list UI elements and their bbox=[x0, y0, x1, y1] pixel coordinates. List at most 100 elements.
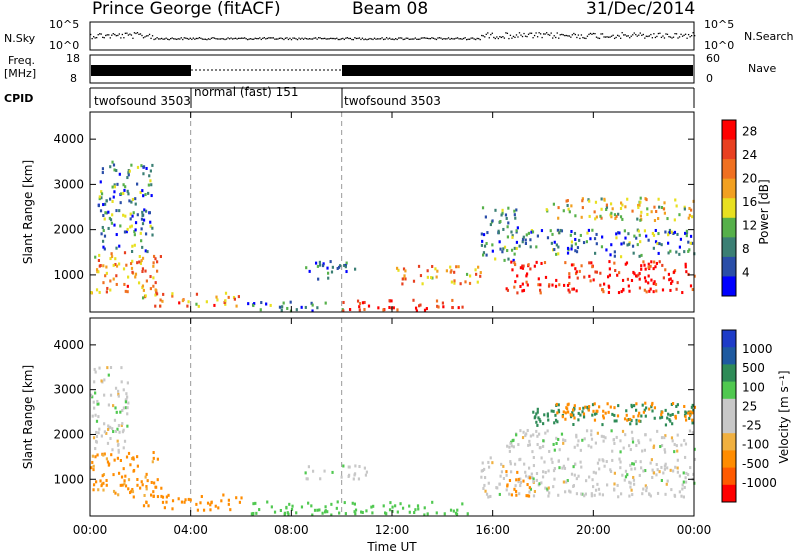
nsky-point bbox=[227, 37, 229, 39]
echo-cell bbox=[652, 246, 655, 250]
echo-cell bbox=[149, 220, 152, 224]
nsky-point bbox=[112, 33, 114, 35]
echo-cell bbox=[255, 511, 258, 515]
nsky-point bbox=[376, 38, 379, 40]
echo-cell bbox=[100, 196, 103, 200]
colorbar-swatch bbox=[722, 198, 736, 219]
colorbar-tick-label: 24 bbox=[742, 148, 757, 162]
echo-cell bbox=[633, 272, 636, 276]
nsky-point bbox=[546, 32, 548, 34]
echo-cell bbox=[491, 249, 494, 253]
nsky-point bbox=[209, 38, 211, 41]
echo-cell bbox=[95, 430, 98, 434]
echo-cell bbox=[484, 215, 487, 219]
echo-cell bbox=[538, 417, 541, 421]
echo-cell bbox=[117, 423, 121, 427]
echo-cell bbox=[525, 233, 528, 237]
echo-cell bbox=[608, 285, 611, 289]
echo-cell bbox=[285, 505, 288, 509]
echo-cell bbox=[102, 245, 105, 249]
echo-cell bbox=[510, 470, 513, 474]
echo-cell bbox=[224, 291, 228, 295]
echo-cell bbox=[552, 248, 555, 252]
cpid-segment-3: twofsound 3503 bbox=[344, 94, 441, 108]
nsky-point bbox=[564, 34, 566, 37]
echo-cell bbox=[536, 423, 539, 427]
echo-cell bbox=[126, 284, 129, 288]
echo-cell bbox=[451, 306, 454, 310]
nsky-point bbox=[168, 38, 170, 41]
echo-cell bbox=[141, 284, 145, 288]
echo-cell bbox=[688, 206, 691, 210]
echo-cell bbox=[555, 278, 558, 282]
echo-cell bbox=[345, 261, 348, 265]
echo-cell bbox=[105, 265, 108, 269]
echo-cell bbox=[653, 260, 656, 264]
echo-cell bbox=[551, 460, 554, 464]
echo-cell bbox=[605, 248, 608, 252]
echo-cell bbox=[636, 243, 639, 247]
nsky-point bbox=[562, 34, 564, 36]
echo-cell bbox=[326, 266, 329, 270]
nsky-point bbox=[503, 37, 506, 39]
echo-cell bbox=[150, 183, 153, 187]
echo-cell bbox=[291, 504, 294, 508]
echo-cell bbox=[550, 457, 553, 461]
nsky-point bbox=[444, 38, 447, 40]
echo-cell bbox=[532, 456, 535, 460]
echo-cell bbox=[550, 241, 553, 245]
echo-cell bbox=[683, 205, 686, 209]
echo-cell bbox=[155, 269, 159, 273]
echo-cell bbox=[196, 508, 200, 512]
echo-cell bbox=[434, 267, 437, 271]
echo-cell bbox=[639, 214, 642, 218]
echo-cell bbox=[570, 263, 574, 267]
nsky-point bbox=[694, 34, 696, 37]
echo-cell bbox=[664, 408, 667, 412]
echo-cell bbox=[527, 443, 530, 447]
echo-cell bbox=[567, 457, 570, 461]
echo-cell bbox=[146, 479, 149, 483]
nsky-point bbox=[405, 37, 407, 39]
echo-cell bbox=[643, 448, 647, 452]
echo-cell bbox=[650, 210, 653, 214]
echo-cell bbox=[118, 430, 121, 434]
echo-cell bbox=[544, 275, 548, 279]
velocity-colorbar-label: Velocity [m s⁻¹] bbox=[777, 370, 791, 463]
echo-cell bbox=[688, 414, 692, 418]
echo-cell bbox=[594, 471, 598, 475]
echo-cell bbox=[564, 411, 567, 415]
echo-cell bbox=[415, 309, 418, 313]
y-tick-label: 4000 bbox=[53, 338, 84, 352]
echo-cell bbox=[670, 436, 674, 440]
echo-cell bbox=[539, 291, 542, 295]
echo-cell bbox=[574, 272, 578, 276]
echo-cell bbox=[526, 428, 529, 432]
echo-cell bbox=[615, 419, 618, 423]
echo-cell bbox=[111, 199, 114, 203]
echo-cell bbox=[142, 194, 145, 198]
echo-cell bbox=[653, 205, 656, 209]
echo-cell bbox=[124, 185, 127, 189]
echo-cell bbox=[340, 475, 343, 479]
echo-cell bbox=[154, 257, 157, 261]
echo-cell bbox=[566, 203, 569, 207]
nsky-point bbox=[102, 36, 104, 39]
nsky-point bbox=[185, 37, 187, 39]
nsky-point bbox=[234, 37, 237, 39]
echo-cell bbox=[254, 501, 257, 505]
x-tick-label: 12:00 bbox=[375, 523, 410, 537]
echo-cell bbox=[604, 436, 607, 440]
echo-cell bbox=[640, 264, 643, 268]
echo-cell bbox=[595, 411, 598, 415]
nsky-point bbox=[580, 34, 583, 36]
echo-cell bbox=[583, 494, 586, 498]
echo-cell bbox=[595, 242, 598, 246]
nsky-point bbox=[494, 37, 496, 40]
echo-cell bbox=[318, 260, 321, 264]
nsky-point bbox=[340, 38, 342, 40]
nsky-point bbox=[157, 38, 160, 40]
echo-cell bbox=[667, 241, 670, 245]
echo-cell bbox=[514, 489, 518, 493]
echo-cell bbox=[160, 486, 163, 490]
